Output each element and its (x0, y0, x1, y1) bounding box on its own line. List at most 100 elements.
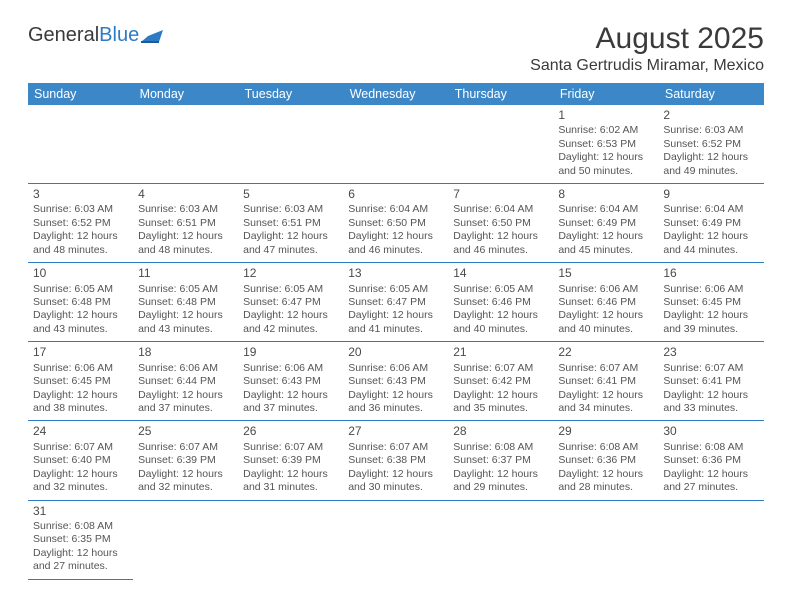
calendar-week-row: 10Sunrise: 6:05 AMSunset: 6:48 PMDayligh… (28, 263, 764, 342)
calendar-day-cell: 15Sunrise: 6:06 AMSunset: 6:46 PMDayligh… (553, 263, 658, 342)
day-detail-line: Sunrise: 6:08 AM (453, 441, 548, 454)
day-detail-line: Sunrise: 6:05 AM (348, 283, 443, 296)
calendar-week-row: 31Sunrise: 6:08 AMSunset: 6:35 PMDayligh… (28, 500, 764, 579)
day-detail-line: and 36 minutes. (348, 402, 443, 415)
day-detail-line: Sunrise: 6:04 AM (453, 203, 548, 216)
weekday-header: Wednesday (343, 83, 448, 105)
day-detail-line: Daylight: 12 hours (33, 230, 128, 243)
day-detail-line: and 32 minutes. (138, 481, 233, 494)
day-detail-line: Sunset: 6:46 PM (453, 296, 548, 309)
calendar-day-cell: 3Sunrise: 6:03 AMSunset: 6:52 PMDaylight… (28, 184, 133, 263)
day-detail-line: Sunrise: 6:02 AM (558, 124, 653, 137)
weekday-header: Thursday (448, 83, 553, 105)
day-number: 16 (663, 266, 758, 281)
day-detail-line: Sunset: 6:45 PM (33, 375, 128, 388)
calendar-day-cell: 7Sunrise: 6:04 AMSunset: 6:50 PMDaylight… (448, 184, 553, 263)
day-detail-line: and 42 minutes. (243, 323, 338, 336)
day-detail-line: Sunset: 6:52 PM (663, 138, 758, 151)
day-detail-line: Sunset: 6:48 PM (33, 296, 128, 309)
location-subtitle: Santa Gertrudis Miramar, Mexico (530, 57, 764, 75)
day-detail-line: and 27 minutes. (663, 481, 758, 494)
day-detail-line: Daylight: 12 hours (33, 309, 128, 322)
day-detail-line: Daylight: 12 hours (663, 151, 758, 164)
day-detail-line: Sunset: 6:47 PM (243, 296, 338, 309)
day-detail-line: and 27 minutes. (33, 560, 128, 573)
day-detail-line: Daylight: 12 hours (663, 309, 758, 322)
calendar-day-cell: 9Sunrise: 6:04 AMSunset: 6:49 PMDaylight… (658, 184, 763, 263)
calendar-day-cell: 28Sunrise: 6:08 AMSunset: 6:37 PMDayligh… (448, 421, 553, 500)
day-detail-line: and 49 minutes. (663, 165, 758, 178)
day-detail-line: Sunset: 6:52 PM (33, 217, 128, 230)
calendar-day-cell: 4Sunrise: 6:03 AMSunset: 6:51 PMDaylight… (133, 184, 238, 263)
weekday-header: Friday (553, 83, 658, 105)
day-detail-line: Sunset: 6:44 PM (138, 375, 233, 388)
day-detail-line: Daylight: 12 hours (33, 468, 128, 481)
calendar-day-cell (28, 105, 133, 184)
calendar-day-cell: 19Sunrise: 6:06 AMSunset: 6:43 PMDayligh… (238, 342, 343, 421)
calendar-body: 1Sunrise: 6:02 AMSunset: 6:53 PMDaylight… (28, 105, 764, 579)
day-number: 11 (138, 266, 233, 281)
day-number: 14 (453, 266, 548, 281)
calendar-table: SundayMondayTuesdayWednesdayThursdayFrid… (28, 83, 764, 580)
calendar-week-row: 3Sunrise: 6:03 AMSunset: 6:52 PMDaylight… (28, 184, 764, 263)
calendar-day-cell: 5Sunrise: 6:03 AMSunset: 6:51 PMDaylight… (238, 184, 343, 263)
day-detail-line: and 50 minutes. (558, 165, 653, 178)
day-detail-line: Sunrise: 6:04 AM (663, 203, 758, 216)
calendar-week-row: 1Sunrise: 6:02 AMSunset: 6:53 PMDaylight… (28, 105, 764, 184)
day-detail-line: and 28 minutes. (558, 481, 653, 494)
logo-text-2: Blue (99, 24, 139, 47)
day-detail-line: Sunset: 6:53 PM (558, 138, 653, 151)
day-detail-line: Daylight: 12 hours (33, 547, 128, 560)
day-detail-line: and 40 minutes. (558, 323, 653, 336)
day-detail-line: Sunset: 6:39 PM (243, 454, 338, 467)
day-detail-line: Sunrise: 6:03 AM (243, 203, 338, 216)
calendar-day-cell (343, 500, 448, 579)
day-detail-line: Sunrise: 6:06 AM (348, 362, 443, 375)
day-detail-line: Daylight: 12 hours (663, 230, 758, 243)
day-number: 18 (138, 345, 233, 360)
day-detail-line: Sunset: 6:47 PM (348, 296, 443, 309)
day-detail-line: Daylight: 12 hours (243, 230, 338, 243)
day-number: 29 (558, 424, 653, 439)
day-detail-line: Sunset: 6:40 PM (33, 454, 128, 467)
day-number: 5 (243, 187, 338, 202)
day-number: 6 (348, 187, 443, 202)
day-detail-line: and 45 minutes. (558, 244, 653, 257)
calendar-day-cell: 14 Sunrise: 6:05 AMSunset: 6:46 PMDayligh… (448, 263, 553, 342)
calendar-day-cell: 10Sunrise: 6:05 AMSunset: 6:48 PMDayligh… (28, 263, 133, 342)
day-detail-line: Sunrise: 6:03 AM (138, 203, 233, 216)
day-detail-line: Daylight: 12 hours (453, 309, 548, 322)
day-detail-line: and 30 minutes. (348, 481, 443, 494)
day-detail-line: and 47 minutes. (243, 244, 338, 257)
day-detail-line: Daylight: 12 hours (243, 389, 338, 402)
day-detail-line: and 48 minutes. (138, 244, 233, 257)
day-detail-line: and 38 minutes. (33, 402, 128, 415)
logo: GeneralBlue (28, 24, 165, 47)
day-detail-line: Sunset: 6:49 PM (558, 217, 653, 230)
day-detail-line: Sunrise: 6:07 AM (138, 441, 233, 454)
calendar-day-cell (448, 105, 553, 184)
calendar-day-cell: 17Sunrise: 6:06 AMSunset: 6:45 PMDayligh… (28, 342, 133, 421)
day-number: 7 (453, 187, 548, 202)
day-detail-line: Sunrise: 6:07 AM (33, 441, 128, 454)
day-number: 8 (558, 187, 653, 202)
day-detail-line: Daylight: 12 hours (558, 151, 653, 164)
day-detail-line: Sunrise: 6:05 AM (33, 283, 128, 296)
day-number: 30 (663, 424, 758, 439)
day-detail-line: and 44 minutes. (663, 244, 758, 257)
day-number: 13 (348, 266, 443, 281)
day-detail-line: Sunset: 6:50 PM (453, 217, 548, 230)
day-number: 22 (558, 345, 653, 360)
day-number: 9 (663, 187, 758, 202)
day-detail-line: and 43 minutes. (33, 323, 128, 336)
weekday-header: Sunday (28, 83, 133, 105)
calendar-day-cell (133, 500, 238, 579)
day-number: 15 (558, 266, 653, 281)
calendar-day-cell: 6Sunrise: 6:04 AMSunset: 6:50 PMDaylight… (343, 184, 448, 263)
day-detail-line: Sunrise: 6:07 AM (558, 362, 653, 375)
day-detail-line: and 40 minutes. (453, 323, 548, 336)
day-detail-line: Sunrise: 6:04 AM (348, 203, 443, 216)
day-detail-line: Sunset: 6:37 PM (453, 454, 548, 467)
day-detail-line: Sunrise: 6:06 AM (243, 362, 338, 375)
day-detail-line: Sunrise: 6:05 AM (453, 283, 548, 296)
